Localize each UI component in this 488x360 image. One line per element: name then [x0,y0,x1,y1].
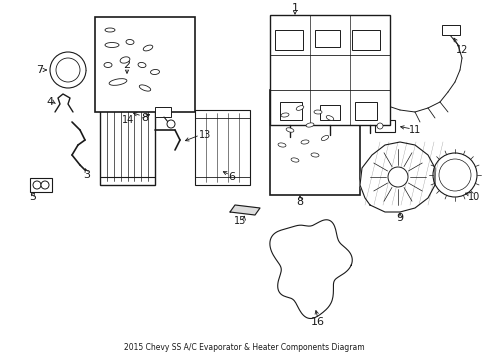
Bar [269,90,359,195]
Bar [354,102,376,120]
Ellipse shape [278,143,285,147]
Ellipse shape [109,78,126,85]
Ellipse shape [301,140,308,144]
Circle shape [376,123,382,129]
Ellipse shape [305,123,313,127]
Text: 15: 15 [233,216,245,226]
Text: 7: 7 [37,65,43,75]
Ellipse shape [104,63,112,68]
Text: 5: 5 [29,192,37,202]
Polygon shape [269,220,351,319]
Bar [100,85,155,185]
Ellipse shape [138,62,145,68]
Bar [274,30,303,50]
Circle shape [438,159,470,191]
Ellipse shape [281,113,288,117]
Bar [319,105,339,120]
Bar [351,30,379,50]
Bar [314,30,339,47]
Ellipse shape [310,153,318,157]
Ellipse shape [321,135,328,140]
Ellipse shape [313,110,321,114]
Bar [269,15,389,125]
Ellipse shape [139,85,150,91]
Ellipse shape [285,128,293,132]
Ellipse shape [296,105,303,111]
Text: 16: 16 [310,317,325,327]
Bar [374,120,394,132]
Text: 2015 Chevy SS A/C Evaporator & Heater Components Diagram: 2015 Chevy SS A/C Evaporator & Heater Co… [123,343,364,352]
Text: 3: 3 [83,170,90,180]
Text: 14: 14 [122,115,134,125]
Ellipse shape [126,40,134,45]
Text: 2: 2 [123,60,130,70]
Text: 13: 13 [199,130,211,140]
Bar [441,25,459,35]
Circle shape [432,153,476,197]
Bar [30,178,52,192]
Circle shape [50,52,86,88]
Ellipse shape [105,28,115,32]
Ellipse shape [150,69,159,75]
Ellipse shape [290,158,298,162]
Text: 1: 1 [291,3,298,13]
Text: 8: 8 [141,113,148,123]
Text: 8: 8 [296,197,303,207]
Ellipse shape [325,116,333,120]
Polygon shape [359,142,434,212]
Bar [195,110,249,185]
Bar [155,107,171,117]
Bar [280,102,302,120]
Text: 9: 9 [396,213,403,223]
Bar [95,17,195,112]
Text: 10: 10 [467,192,479,202]
Text: 4: 4 [46,97,54,107]
Ellipse shape [143,45,152,51]
Text: 6: 6 [228,172,235,182]
Text: 12: 12 [455,45,467,55]
Circle shape [33,181,41,189]
Circle shape [41,181,49,189]
Circle shape [56,58,80,82]
Text: 11: 11 [408,125,420,135]
Circle shape [387,167,407,187]
Ellipse shape [120,57,130,63]
Polygon shape [229,205,260,215]
Ellipse shape [105,42,119,48]
Circle shape [167,120,175,128]
